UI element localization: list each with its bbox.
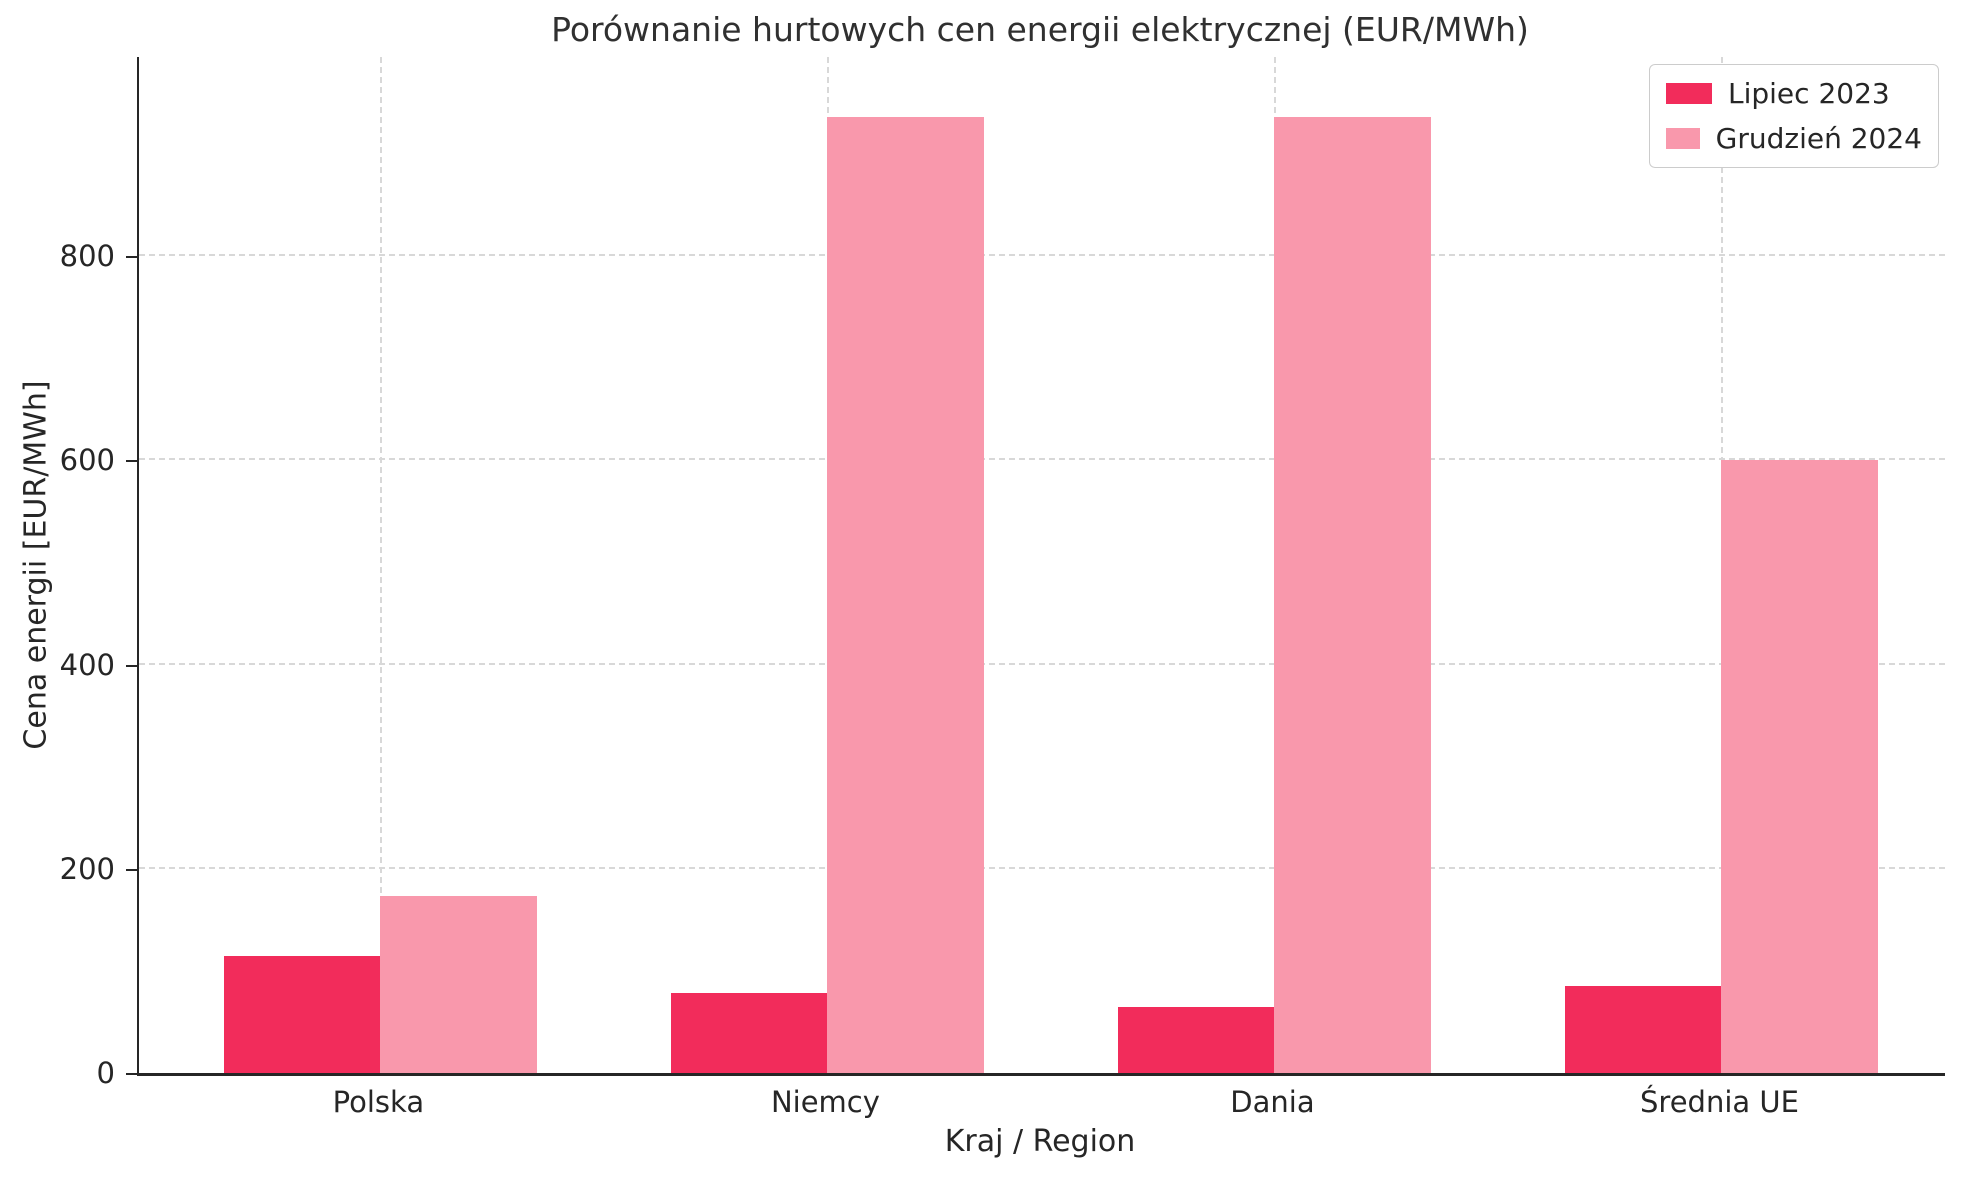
- x-tick-label-polska: Polska: [332, 1085, 425, 1119]
- x-axis-label: Kraj / Region: [944, 1124, 1136, 1159]
- legend-item-lipiec-2023: Lipiec 2023: [1666, 77, 1922, 110]
- gridline-y-200: [139, 866, 1945, 869]
- legend-label-grudzie-2024: Grudzień 2024: [1715, 122, 1922, 155]
- gridline-y-800: [139, 254, 1945, 257]
- gridline-y-600: [139, 458, 1945, 461]
- bar-grudzie-2024-rednia-ue: [1721, 460, 1878, 1073]
- bar-lipiec-2023-polska: [223, 955, 381, 1073]
- legend-swatch-grudzie-2024: [1666, 128, 1700, 149]
- bar-grudzie-2024-niemcy: [827, 117, 984, 1073]
- bar-lipiec-2023-niemcy: [670, 993, 828, 1073]
- y-tick-mark-200: [126, 868, 137, 871]
- chart-title: Porównanie hurtowych cen energii elektry…: [551, 10, 1529, 49]
- bar-lipiec-2023-rednia-ue: [1565, 986, 1722, 1073]
- x-tick-label-rednia-ue: Średnia UE: [1640, 1085, 1799, 1119]
- y-tick-label-400: 400: [59, 647, 115, 682]
- x-tick-label-dania: Dania: [1230, 1085, 1315, 1119]
- legend-item-grudzie-2024: Grudzień 2024: [1666, 122, 1922, 155]
- y-tick-mark-600: [126, 460, 137, 463]
- bar-lipiec-2023-dania: [1117, 1006, 1275, 1073]
- gridline-x-polska: [380, 57, 383, 1073]
- y-tick-label-0: 0: [96, 1056, 115, 1090]
- y-tick-mark-400: [126, 664, 137, 667]
- bar-grudzie-2024-polska: [380, 896, 537, 1073]
- gridline-y-400: [139, 662, 1945, 665]
- y-tick-mark-800: [126, 256, 137, 259]
- legend: Lipiec 2023 Grudzień 2024: [1649, 64, 1939, 168]
- legend-swatch-lipiec-2023: [1666, 83, 1712, 104]
- bar-grudzie-2024-dania: [1274, 117, 1431, 1073]
- plot-area: [137, 57, 1945, 1076]
- y-tick-label-600: 600: [59, 443, 115, 478]
- y-tick-mark-0: [126, 1073, 137, 1075]
- y-axis-label: Cena energii [EUR/MWh]: [18, 380, 54, 750]
- y-tick-label-800: 800: [59, 239, 115, 274]
- y-tick-label-200: 200: [59, 851, 115, 886]
- x-tick-label-niemcy: Niemcy: [770, 1085, 880, 1119]
- legend-label-lipiec-2023: Lipiec 2023: [1728, 77, 1890, 110]
